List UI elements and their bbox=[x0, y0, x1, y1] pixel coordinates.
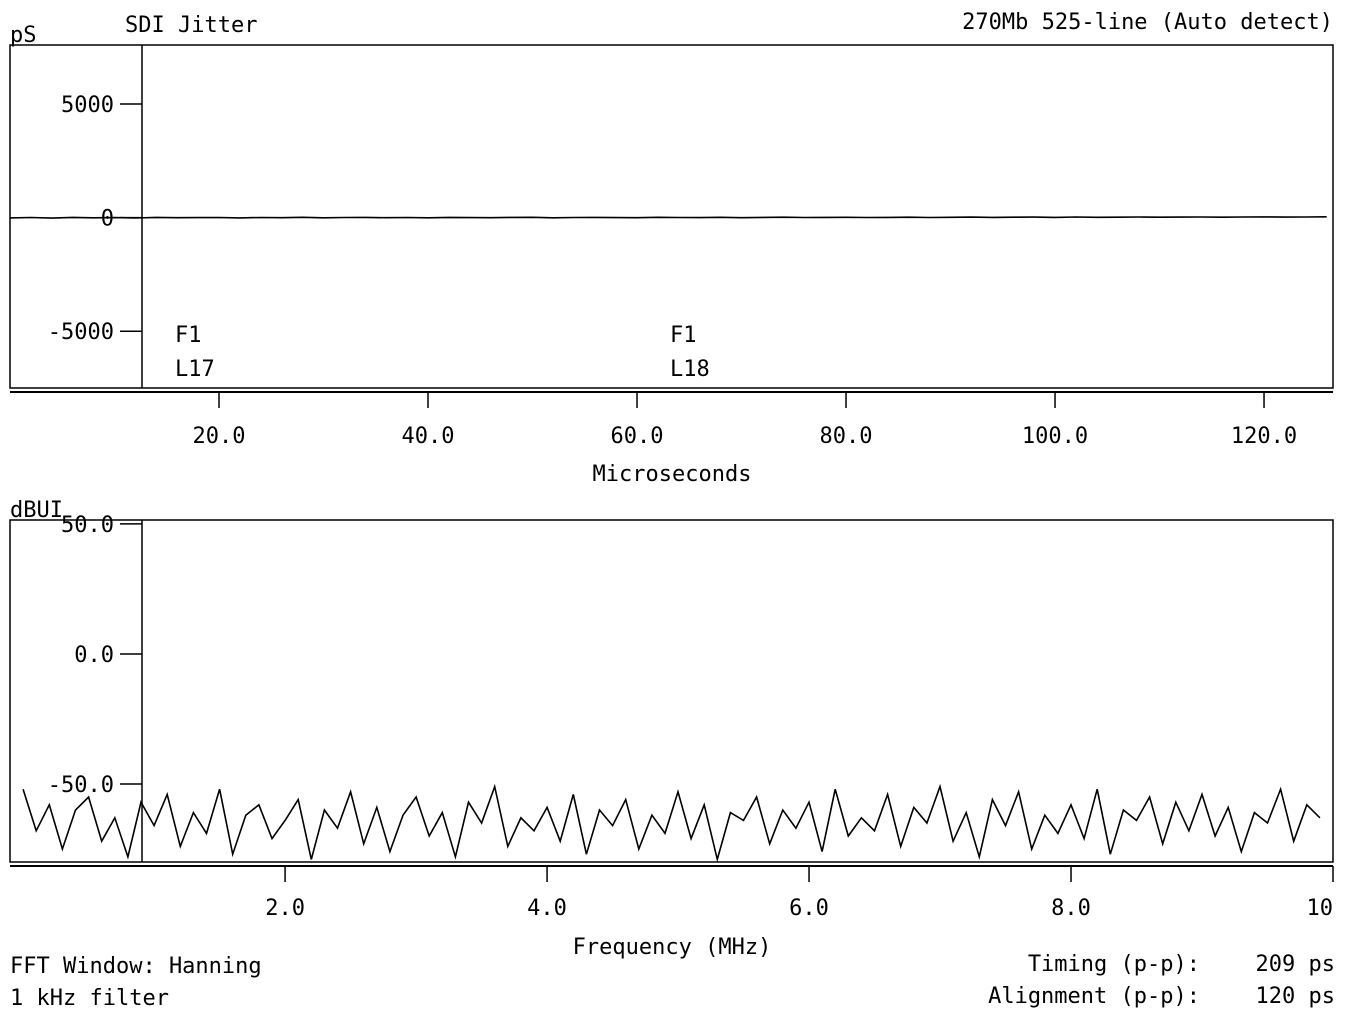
fft-window: FFT Window: Hanning bbox=[10, 954, 262, 979]
y-tick-label: 0 bbox=[101, 207, 114, 232]
y-tick-label: 0.0 bbox=[74, 643, 114, 668]
plot-frame bbox=[9, 519, 1334, 863]
x-tick-label: 60.0 bbox=[611, 424, 664, 449]
line-marker: F1 bbox=[175, 323, 202, 348]
x-tick-label: 80.0 bbox=[820, 424, 873, 449]
y-tick-label: -50.0 bbox=[48, 773, 114, 798]
x-tick-label: 6.0 bbox=[789, 896, 829, 921]
line-marker: L18 bbox=[670, 357, 710, 382]
line-marker: F1 bbox=[670, 323, 697, 348]
alignment-label: Alignment (p-p): bbox=[988, 984, 1200, 1009]
x-tick-label: 20.0 bbox=[193, 424, 246, 449]
chart-title: SDI Jitter bbox=[125, 13, 257, 38]
x-tick-label: 10 bbox=[1307, 896, 1334, 921]
data-line bbox=[10, 216, 1327, 219]
plot-frame bbox=[9, 44, 1334, 389]
filter: 1 kHz filter bbox=[10, 986, 169, 1011]
x-tick-label: 8.0 bbox=[1051, 896, 1091, 921]
alignment-value: 120 ps bbox=[1256, 984, 1335, 1009]
x-tick-label: 40.0 bbox=[402, 424, 455, 449]
line-marker: L17 bbox=[175, 357, 215, 382]
x-tick-label: 2.0 bbox=[265, 896, 305, 921]
x-tick-label: 100.0 bbox=[1022, 424, 1088, 449]
y-unit: pS bbox=[10, 23, 37, 48]
x-axis-label: Frequency (MHz) bbox=[573, 935, 772, 960]
data-line bbox=[22, 783, 1321, 862]
y-unit: dBUI bbox=[10, 498, 63, 523]
mode-label: 270Mb 525-line (Auto detect) bbox=[962, 10, 1333, 35]
y-tick-label: 5000 bbox=[61, 93, 114, 118]
x-tick-label: 4.0 bbox=[527, 896, 567, 921]
x-tick-label: 120.0 bbox=[1231, 424, 1297, 449]
y-tick-label: -5000 bbox=[48, 320, 114, 345]
y-tick-label: 50.0 bbox=[61, 513, 114, 538]
timing-value: 209 ps bbox=[1256, 952, 1335, 977]
x-axis-label: Microseconds bbox=[593, 462, 752, 487]
timing-label: Timing (p-p): bbox=[1028, 952, 1200, 977]
